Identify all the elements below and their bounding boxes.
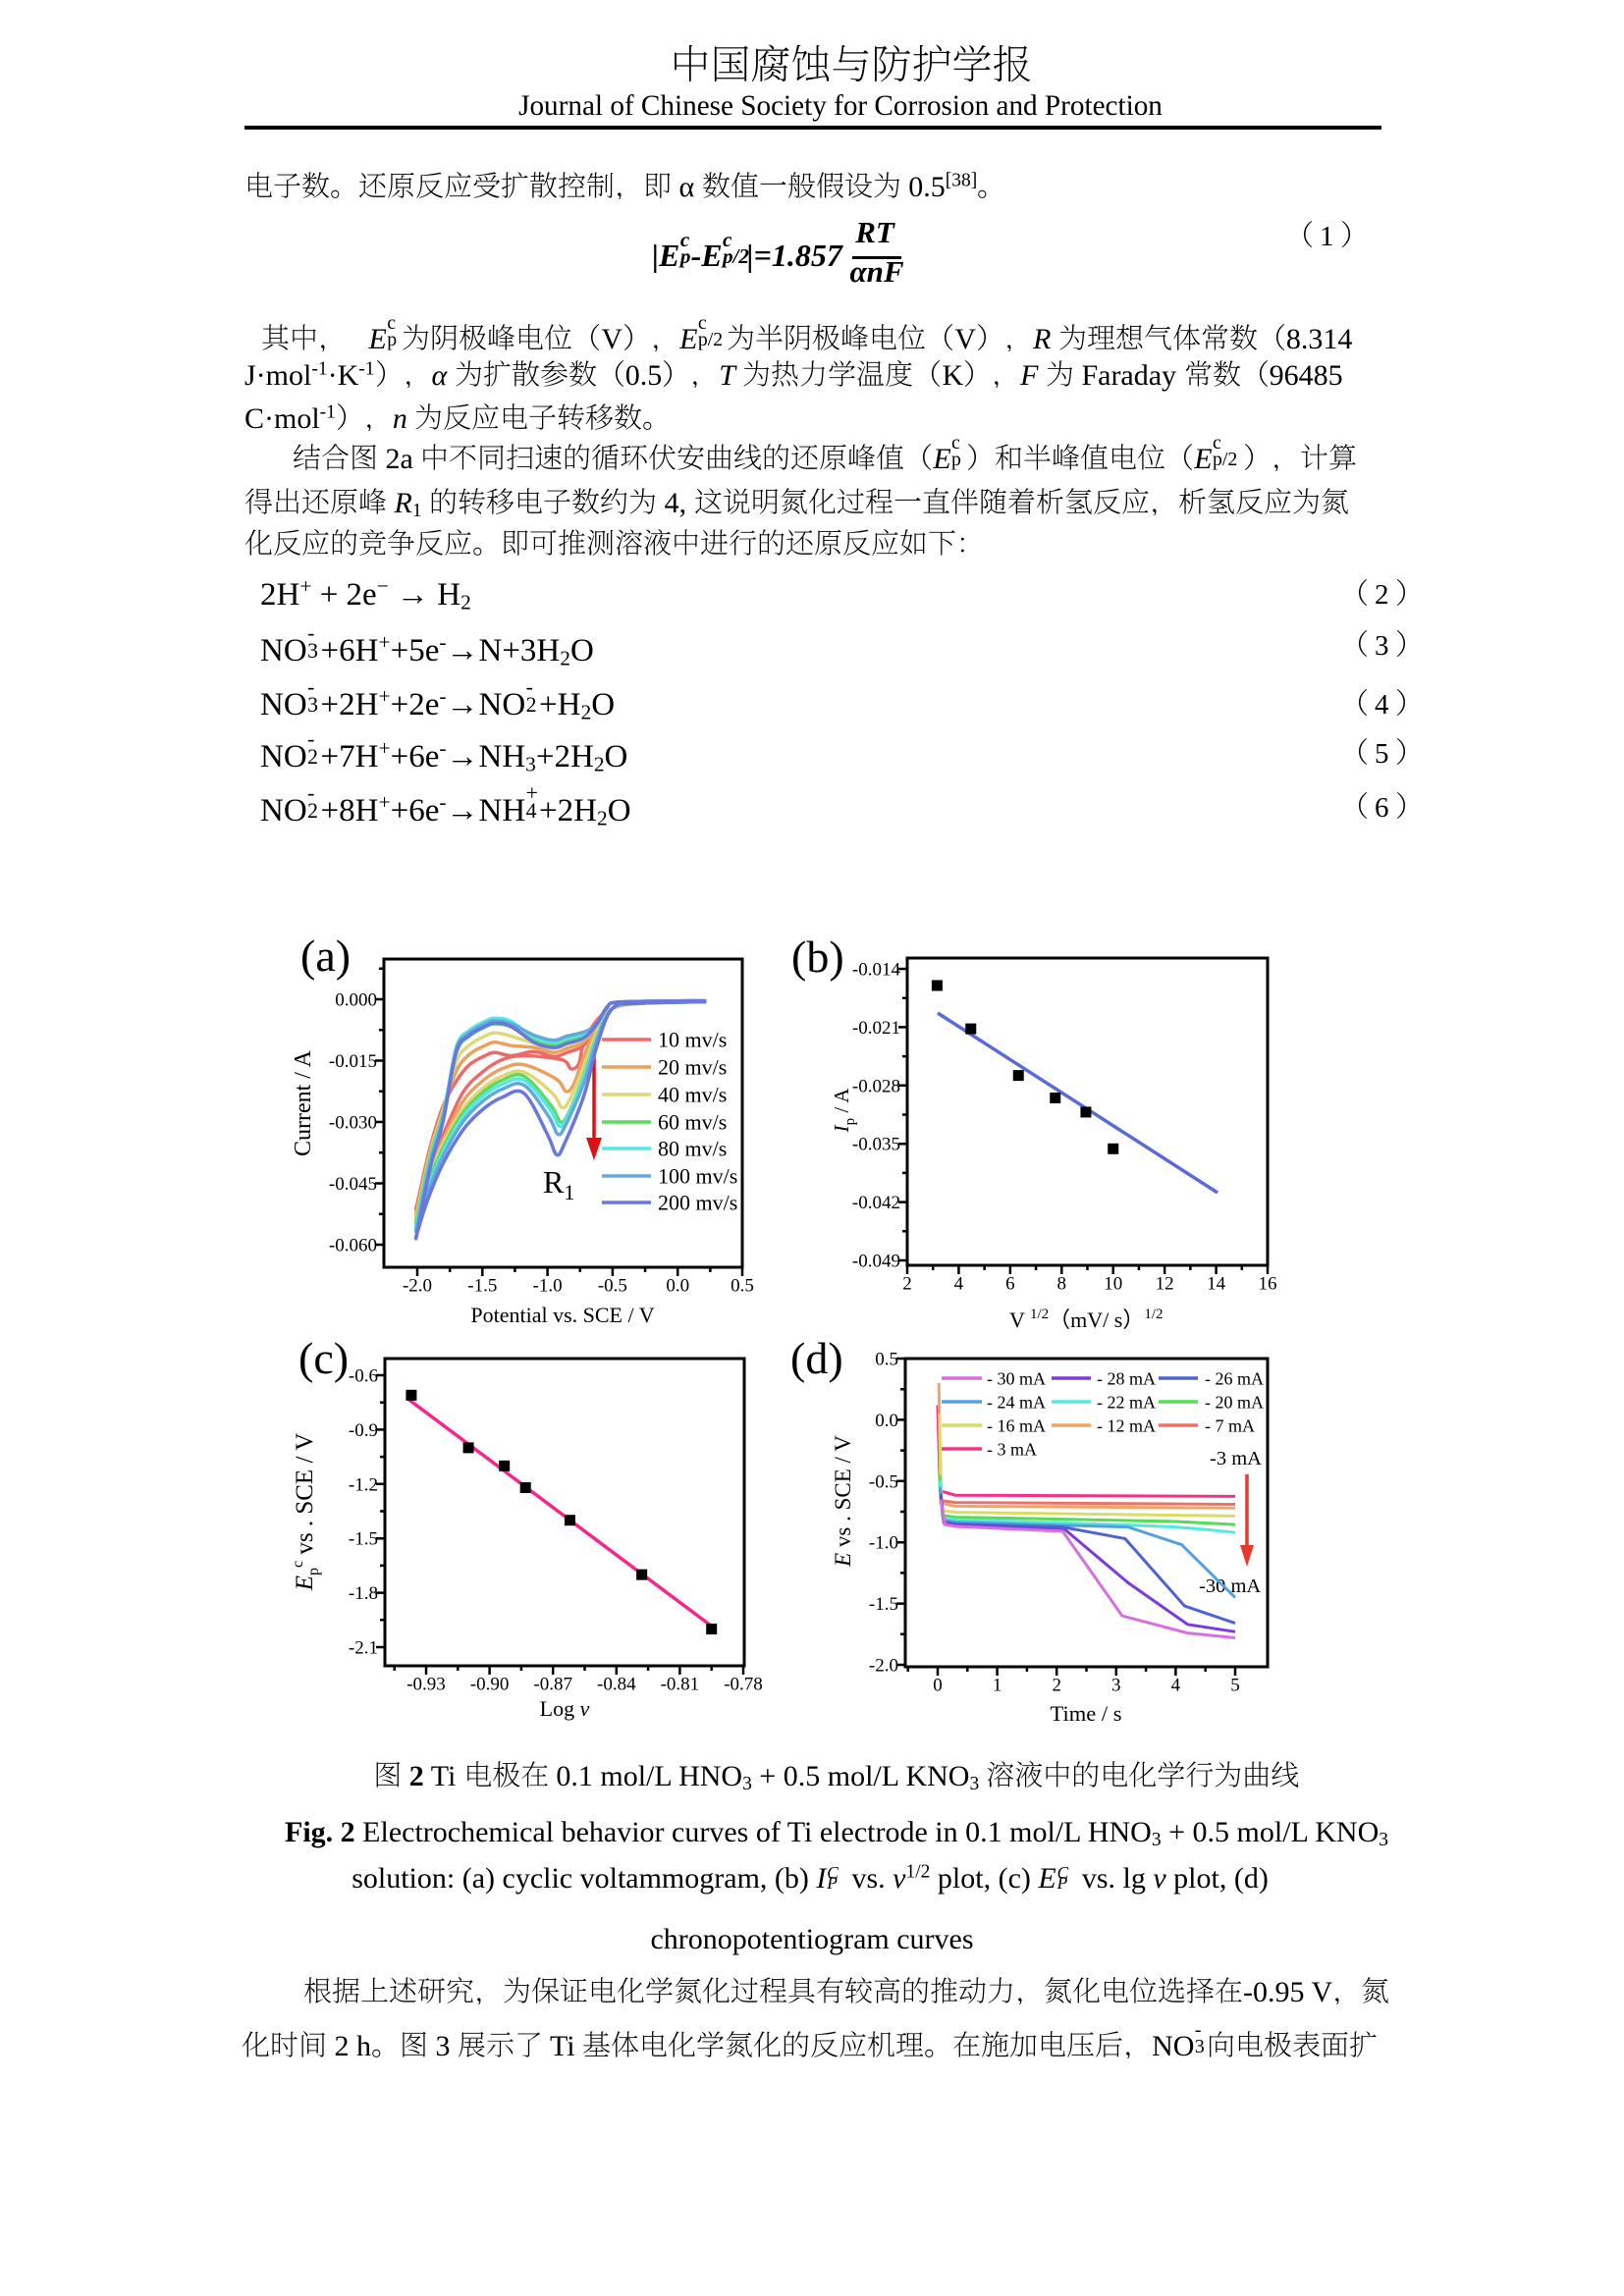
svg-text:-0.78: -0.78 xyxy=(724,1675,763,1695)
svg-text:- 24 mA: - 24 mA xyxy=(987,1393,1046,1413)
svg-text:Log v: Log v xyxy=(540,1696,590,1721)
svg-text:Potential vs. SCE / V: Potential vs. SCE / V xyxy=(470,1303,654,1327)
svg-text:-1.2: -1.2 xyxy=(349,1474,378,1495)
svg-text:2: 2 xyxy=(1052,1676,1061,1696)
svg-text:-0.035: -0.035 xyxy=(852,1135,900,1155)
svg-text:-1.0: -1.0 xyxy=(869,1533,898,1554)
svg-text:-1.5: -1.5 xyxy=(869,1594,898,1615)
svg-text:-3 mA: -3 mA xyxy=(1210,1448,1262,1469)
svg-text:-0.90: -0.90 xyxy=(470,1675,510,1695)
svg-text:-1.0: -1.0 xyxy=(533,1276,563,1297)
svg-text:0.0: 0.0 xyxy=(875,1411,898,1431)
svg-text:10: 10 xyxy=(1104,1274,1122,1295)
svg-text:- 16 mA: - 16 mA xyxy=(987,1416,1046,1436)
svg-text:- 22 mA: - 22 mA xyxy=(1097,1393,1156,1413)
svg-text:-0.060: -0.060 xyxy=(329,1236,377,1256)
svg-text:Time / s: Time / s xyxy=(1051,1701,1122,1726)
svg-text:E vs . SCE / V: E vs . SCE / V xyxy=(831,1435,855,1568)
svg-text:(c): (c) xyxy=(298,1333,349,1383)
svg-text:Epc vs . SCE / V: Epc vs . SCE / V xyxy=(290,1433,322,1592)
svg-text:Current / A: Current / A xyxy=(291,1049,316,1156)
svg-text:8: 8 xyxy=(1057,1274,1067,1295)
svg-text:-1.8: -1.8 xyxy=(349,1583,378,1604)
svg-text:2: 2 xyxy=(902,1274,912,1295)
svg-text:- 28 mA: - 28 mA xyxy=(1097,1369,1156,1389)
svg-text:0.000: 0.000 xyxy=(335,990,377,1011)
svg-text:0.0: 0.0 xyxy=(666,1276,689,1297)
svg-text:-0.6: -0.6 xyxy=(349,1366,378,1387)
svg-text:4: 4 xyxy=(1171,1676,1181,1696)
svg-text:-0.81: -0.81 xyxy=(661,1675,700,1695)
svg-text:0: 0 xyxy=(933,1676,943,1696)
svg-text:V 1/2（mV/ s）1/2: V 1/2（mV/ s）1/2 xyxy=(1009,1307,1164,1332)
svg-text:-0.021: -0.021 xyxy=(852,1018,900,1039)
svg-text:80 mv/s: 80 mv/s xyxy=(658,1137,727,1161)
svg-text:0.5: 0.5 xyxy=(875,1350,898,1370)
svg-text:-0.049: -0.049 xyxy=(852,1252,900,1272)
svg-text:-0.87: -0.87 xyxy=(533,1675,572,1695)
svg-text:20 mv/s: 20 mv/s xyxy=(658,1055,727,1080)
svg-text:14: 14 xyxy=(1207,1274,1226,1295)
svg-text:-0.5: -0.5 xyxy=(869,1471,898,1492)
svg-text:0.5: 0.5 xyxy=(731,1276,754,1297)
svg-text:-0.84: -0.84 xyxy=(597,1675,636,1695)
svg-text:3: 3 xyxy=(1111,1676,1121,1696)
svg-text:-0.93: -0.93 xyxy=(406,1675,446,1695)
svg-text:-0.015: -0.015 xyxy=(329,1051,377,1072)
svg-text:- 12 mA: - 12 mA xyxy=(1097,1416,1156,1436)
svg-text:- 30 mA: - 30 mA xyxy=(987,1369,1046,1389)
svg-text:-0.5: -0.5 xyxy=(598,1276,627,1297)
svg-text:- 3 mA: - 3 mA xyxy=(987,1440,1037,1460)
svg-text:(b): (b) xyxy=(791,932,844,982)
svg-text:1: 1 xyxy=(993,1676,1002,1696)
svg-text:Ip / A: Ip / A xyxy=(830,1088,858,1134)
svg-text:6: 6 xyxy=(1005,1274,1015,1295)
svg-text:-2.0: -2.0 xyxy=(403,1276,432,1297)
svg-text:-30 mA: -30 mA xyxy=(1199,1575,1261,1597)
svg-text:(a): (a) xyxy=(300,931,351,981)
svg-text:-0.014: -0.014 xyxy=(852,960,901,981)
svg-text:-0.042: -0.042 xyxy=(852,1193,900,1213)
svg-text:5: 5 xyxy=(1230,1676,1240,1696)
svg-text:40 mv/s: 40 mv/s xyxy=(658,1083,727,1107)
svg-text:R1: R1 xyxy=(543,1164,574,1204)
svg-text:200 mv/s: 200 mv/s xyxy=(658,1191,737,1215)
svg-text:-0.028: -0.028 xyxy=(852,1076,900,1096)
svg-text:10 mv/s: 10 mv/s xyxy=(658,1028,727,1052)
svg-text:- 7 mA: - 7 mA xyxy=(1205,1416,1255,1436)
svg-text:12: 12 xyxy=(1156,1274,1174,1295)
svg-text:-1.5: -1.5 xyxy=(467,1276,497,1297)
svg-text:16: 16 xyxy=(1259,1274,1277,1295)
svg-text:-2.1: -2.1 xyxy=(349,1638,378,1659)
svg-text:-0.9: -0.9 xyxy=(349,1420,378,1441)
svg-text:4: 4 xyxy=(954,1274,964,1295)
svg-text:- 26 mA: - 26 mA xyxy=(1205,1369,1264,1389)
svg-text:-2.0: -2.0 xyxy=(869,1656,898,1677)
svg-text:- 20 mA: - 20 mA xyxy=(1205,1393,1264,1413)
svg-text:-0.045: -0.045 xyxy=(329,1174,377,1195)
svg-text:(d): (d) xyxy=(790,1333,843,1383)
svg-text:-0.030: -0.030 xyxy=(329,1113,377,1134)
svg-text:60 mv/s: 60 mv/s xyxy=(658,1110,727,1135)
svg-text:-1.5: -1.5 xyxy=(349,1529,378,1550)
svg-text:100 mv/s: 100 mv/s xyxy=(658,1164,737,1189)
